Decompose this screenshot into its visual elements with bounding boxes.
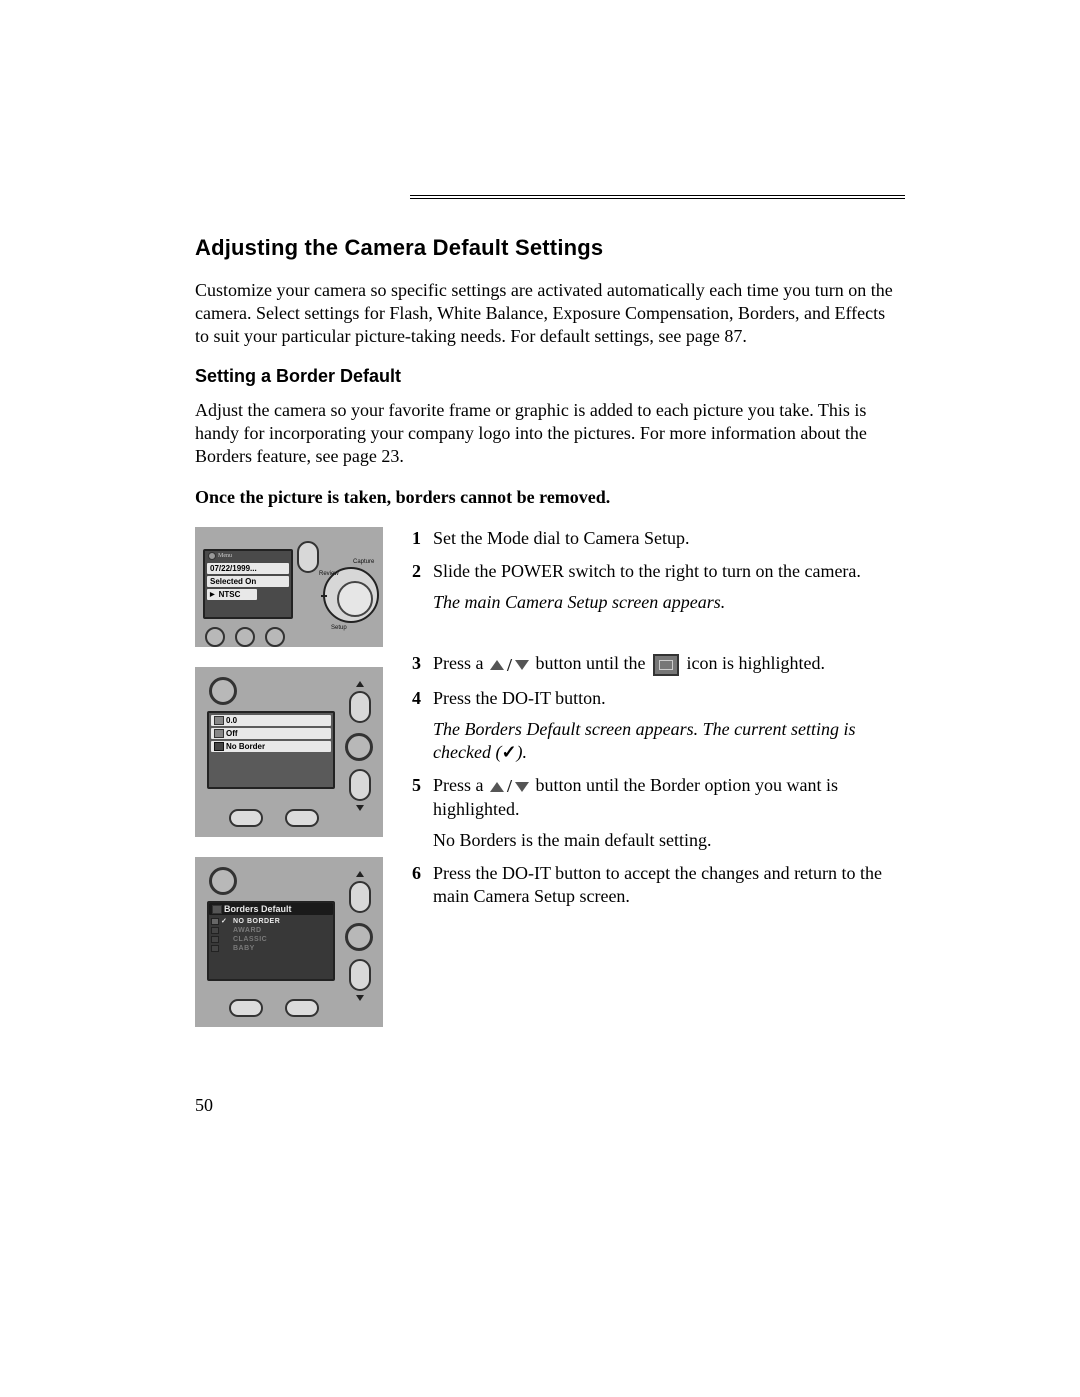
- down-arrow-icon: [356, 995, 364, 1001]
- lcd-row: Off: [211, 728, 331, 739]
- pill-button: [297, 541, 319, 573]
- step-number: 2: [407, 560, 421, 614]
- dial-label-review: Review: [319, 571, 339, 577]
- up-arrow-icon: [356, 871, 364, 877]
- step-number: 6: [407, 862, 421, 908]
- step-item: 1 Set the Mode dial to Camera Setup.: [407, 527, 895, 550]
- step-body: Press the DO-IT button to accept the cha…: [433, 862, 895, 908]
- border-frame-icon: [653, 654, 679, 676]
- header-rule-thin: [410, 198, 905, 199]
- button-icon: [235, 627, 255, 647]
- lcd-row: ✓NO BORDER: [209, 917, 333, 926]
- subsection-paragraph: Adjust the camera so your favorite frame…: [195, 399, 895, 468]
- steps-container: Menu 07/22/1999... Selected On ▶NTSC Rev…: [195, 527, 895, 1027]
- lcd-screen: Menu 07/22/1999... Selected On ▶NTSC: [203, 549, 293, 619]
- step-body: Press a / button until the Border option…: [433, 774, 895, 852]
- oval-button: [229, 999, 263, 1017]
- lcd-menu-label: Menu: [205, 551, 291, 561]
- step-number: 5: [407, 774, 421, 852]
- lcd-title: Borders Default: [209, 903, 333, 915]
- check-icon: ✓: [501, 741, 516, 764]
- step-note: No Borders is the main default setting.: [433, 829, 895, 852]
- warning-text: Once the picture is taken, borders canno…: [195, 486, 895, 509]
- button-icon: [265, 627, 285, 647]
- step-item: 3 Press a / button until the icon is high…: [407, 652, 895, 676]
- round-button-icon: [345, 733, 373, 761]
- lcd-row: 0.0: [211, 715, 331, 726]
- round-button-icon: [209, 867, 237, 895]
- lcd-screen: 0.0 Off No Border: [207, 711, 335, 789]
- oval-button: [229, 809, 263, 827]
- step-body: Press a / button until the icon is highl…: [433, 652, 895, 676]
- step-body: Slide the POWER switch to the right to t…: [433, 560, 895, 614]
- step-result: The main Camera Setup screen appears.: [433, 591, 895, 614]
- step-body: Press the DO-IT button.The Borders Defau…: [433, 687, 895, 764]
- lcd-row: CLASSIC: [209, 935, 333, 944]
- round-button-icon: [345, 923, 373, 951]
- section-heading: Adjusting the Camera Default Settings: [195, 235, 895, 261]
- button-icon: [205, 627, 225, 647]
- oval-button: [285, 809, 319, 827]
- pill-button: [349, 691, 371, 723]
- step-result: The Borders Default screen appears. The …: [433, 718, 895, 764]
- figures-column: Menu 07/22/1999... Selected On ▶NTSC Rev…: [195, 527, 385, 1027]
- step-number: 4: [407, 687, 421, 764]
- lcd-row: No Border: [211, 741, 331, 752]
- step-number: 1: [407, 527, 421, 550]
- step-item: 4Press the DO-IT button.The Borders Defa…: [407, 687, 895, 764]
- manual-page: Adjusting the Camera Default Settings Cu…: [195, 195, 895, 1027]
- steps-list: 1 Set the Mode dial to Camera Setup. 2Slid…: [407, 527, 895, 1027]
- figure-camera-dial: Menu 07/22/1999... Selected On ▶NTSC Rev…: [195, 527, 383, 647]
- lcd-row: NTSC: [219, 590, 241, 599]
- pill-button: [349, 769, 371, 801]
- lcd-screen: Borders Default ✓NO BORDERAWARDCLASSICBA…: [207, 901, 335, 981]
- dial-label-capture: Capture: [353, 559, 374, 565]
- lcd-row: BABY: [209, 944, 333, 953]
- pill-button: [349, 959, 371, 991]
- oval-button: [285, 999, 319, 1017]
- intro-paragraph: Customize your camera so specific settin…: [195, 279, 895, 348]
- step-item: 2Slide the POWER switch to the right to …: [407, 560, 895, 614]
- up-down-icon: /: [490, 775, 529, 798]
- lcd-row: Selected On: [207, 576, 289, 587]
- check-icon: ✓: [221, 917, 227, 925]
- step-item: 5Press a / button until the Border optio…: [407, 774, 895, 852]
- dial-label-setup: Setup: [331, 625, 347, 631]
- up-arrow-icon: [356, 681, 364, 687]
- header-rule-thick: [410, 195, 905, 196]
- figure-setup-list: 0.0 Off No Border: [195, 667, 383, 837]
- subsection-heading: Setting a Border Default: [195, 366, 895, 387]
- lcd-row: 07/22/1999...: [207, 563, 289, 574]
- down-arrow-icon: [356, 805, 364, 811]
- step-body: Set the Mode dial to Camera Setup.: [433, 527, 895, 550]
- lcd-row: AWARD: [209, 926, 333, 935]
- page-number: 50: [195, 1095, 213, 1116]
- step-item: 6 Press the DO-IT button to accept the ch…: [407, 862, 895, 908]
- up-down-icon: /: [490, 654, 529, 677]
- pill-button: [349, 881, 371, 913]
- figure-borders-default: Borders Default ✓NO BORDERAWARDCLASSICBA…: [195, 857, 383, 1027]
- step-number: 3: [407, 652, 421, 676]
- round-button-icon: [209, 677, 237, 705]
